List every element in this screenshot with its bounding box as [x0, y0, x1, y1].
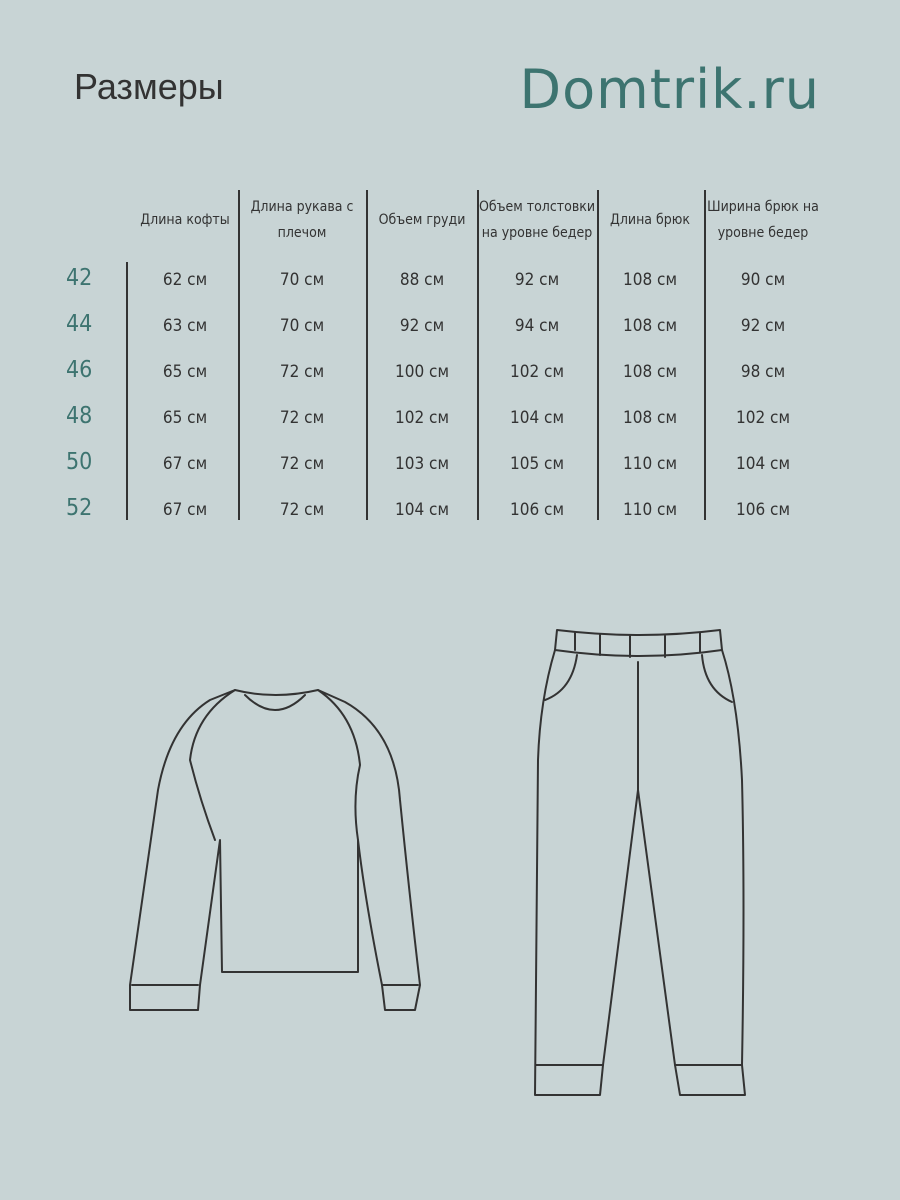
table-cell: 65 см — [162, 408, 208, 428]
table-cell: 88 см — [399, 270, 445, 290]
table-cell: 106 см — [510, 500, 564, 520]
table-cell: 108 см — [623, 408, 677, 428]
table-cell: 110 см — [623, 454, 677, 474]
table-cell: 102 см — [510, 362, 564, 382]
table-cell: 92 см — [740, 316, 786, 336]
pants-icon — [534, 629, 746, 1096]
table-cell: 92 см — [399, 316, 445, 336]
table-cell: 102 см — [395, 408, 449, 428]
table-cell: 72 см — [279, 408, 325, 428]
table-cell: 62 см — [162, 270, 208, 290]
column-divider — [704, 190, 706, 520]
column-divider — [238, 190, 240, 520]
size-label: 42 — [66, 265, 93, 291]
size-label: 46 — [66, 357, 93, 383]
table-cell: 104 см — [395, 500, 449, 520]
table-cell: 110 см — [623, 500, 677, 520]
table-cell: 103 см — [395, 454, 449, 474]
column-header: Длина брюк — [609, 212, 690, 228]
table-cell: 67 см — [162, 500, 208, 520]
table-cell: 104 см — [736, 454, 790, 474]
sweatshirt-icon — [129, 689, 421, 1011]
table-cell: 72 см — [279, 454, 325, 474]
table-cell: 100 см — [395, 362, 449, 382]
table-cell: 104 см — [510, 408, 564, 428]
column-divider — [126, 262, 128, 520]
column-divider — [477, 190, 479, 520]
column-divider — [366, 190, 368, 520]
size-label: 44 — [66, 311, 93, 337]
table-cell: 92 см — [514, 270, 560, 290]
column-header: Ширина брюк на уровне бедер — [707, 199, 819, 241]
size-label: 52 — [66, 495, 93, 521]
table-cell: 70 см — [279, 270, 325, 290]
brand-logo: Domtrik.ru — [519, 58, 820, 121]
table-cell: 70 см — [279, 316, 325, 336]
table-cell: 94 см — [514, 316, 560, 336]
table-cell: 105 см — [510, 454, 564, 474]
size-label: 50 — [66, 449, 93, 475]
size-label: 48 — [66, 403, 93, 429]
table-cell: 90 см — [740, 270, 786, 290]
table-cell: 102 см — [736, 408, 790, 428]
table-cell: 98 см — [740, 362, 786, 382]
table-cell: 63 см — [162, 316, 208, 336]
table-cell: 72 см — [279, 362, 325, 382]
column-divider — [597, 190, 599, 520]
table-cell: 108 см — [623, 270, 677, 290]
table-cell: 108 см — [623, 362, 677, 382]
table-cell: 65 см — [162, 362, 208, 382]
column-header: Длина рукава с плечом — [250, 199, 354, 241]
column-header: Объем груди — [378, 212, 466, 228]
page-title: Размеры — [74, 66, 224, 107]
table-cell: 108 см — [623, 316, 677, 336]
column-header: Объем толстовки на уровне бедер — [478, 199, 596, 241]
column-header: Длина кофты — [140, 212, 230, 228]
table-cell: 72 см — [279, 500, 325, 520]
table-cell: 67 см — [162, 454, 208, 474]
table-cell: 106 см — [736, 500, 790, 520]
